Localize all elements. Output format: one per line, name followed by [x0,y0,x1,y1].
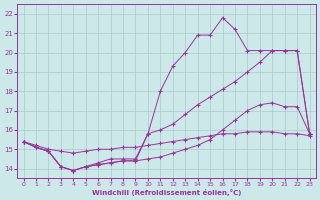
X-axis label: Windchill (Refroidissement éolien,°C): Windchill (Refroidissement éolien,°C) [92,189,241,196]
